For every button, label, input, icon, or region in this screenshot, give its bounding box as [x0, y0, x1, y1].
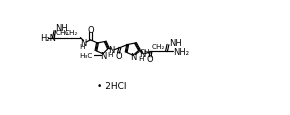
Text: CH₂: CH₂: [152, 44, 165, 50]
Text: H: H: [79, 44, 85, 50]
Text: N: N: [80, 38, 87, 47]
Text: H: H: [107, 51, 113, 57]
Text: H: H: [138, 55, 144, 61]
Text: N: N: [139, 50, 146, 59]
Text: H₃C: H₃C: [79, 53, 93, 59]
Text: NH₂: NH₂: [173, 47, 189, 56]
Text: CH₃: CH₃: [139, 48, 153, 54]
Text: CH₂: CH₂: [64, 30, 78, 36]
Text: • 2HCl: • 2HCl: [97, 81, 126, 90]
Text: O: O: [87, 26, 94, 35]
Text: O: O: [147, 54, 153, 63]
Text: O: O: [115, 51, 122, 60]
Text: H₂N: H₂N: [40, 34, 56, 43]
Text: N: N: [100, 51, 106, 60]
Text: CH₂: CH₂: [55, 30, 68, 36]
Text: N: N: [108, 46, 115, 55]
Text: N: N: [130, 53, 136, 62]
Text: NH: NH: [170, 39, 182, 48]
Text: NH: NH: [56, 24, 68, 33]
